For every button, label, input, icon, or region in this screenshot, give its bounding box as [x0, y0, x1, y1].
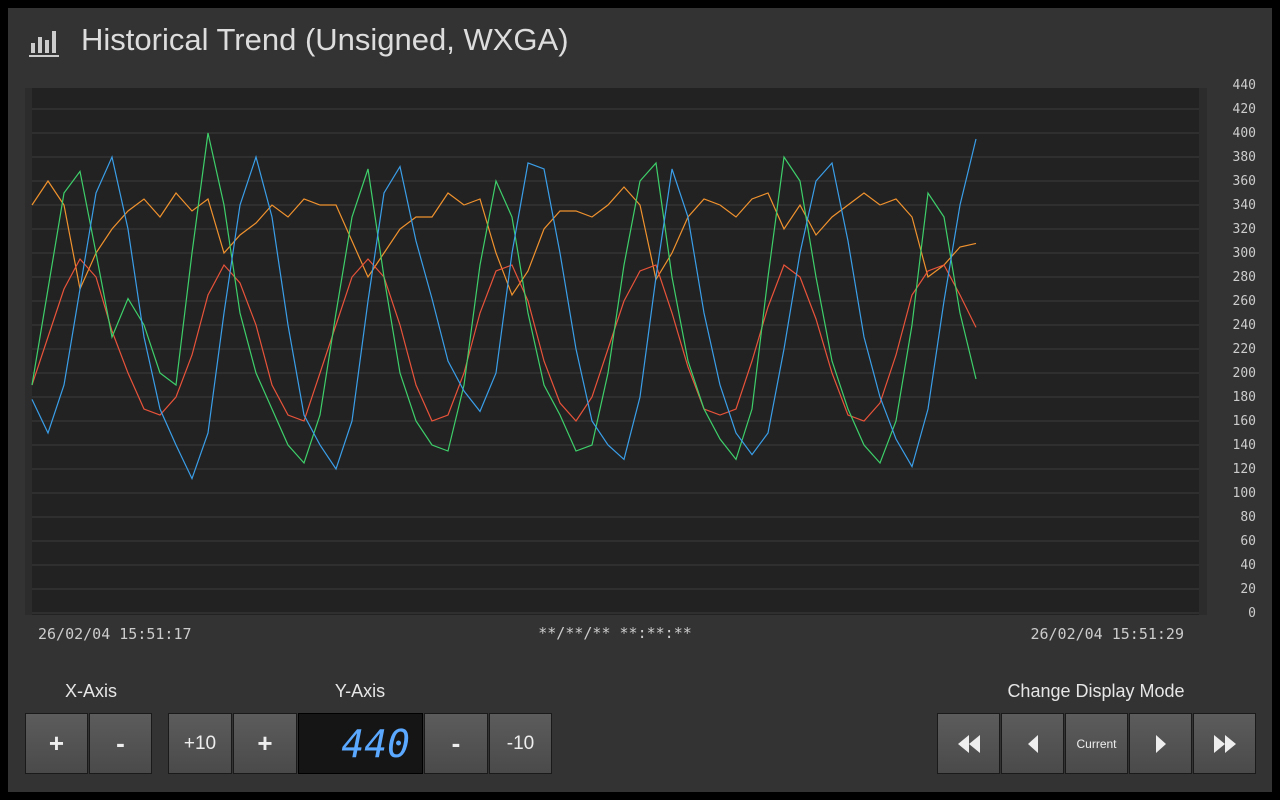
y-tick-label: 240: [1233, 318, 1256, 333]
y-tick-label: 360: [1233, 174, 1256, 189]
y-tick-label: 400: [1233, 126, 1256, 141]
forward-button[interactable]: [1129, 713, 1192, 774]
page-title: Historical Trend (Unsigned, WXGA): [81, 22, 569, 57]
series-line: [31, 138, 977, 481]
y-tick-label: 20: [1240, 582, 1256, 597]
y-tick-label: 340: [1233, 198, 1256, 213]
y-tick-label: 160: [1233, 414, 1256, 429]
right-edge: [1199, 88, 1207, 615]
y-tick-label: 300: [1233, 246, 1256, 261]
y-tick-label: 380: [1233, 150, 1256, 165]
x-start-label: 26/02/04 15:51:17: [38, 625, 192, 643]
x-end-label: 26/02/04 15:51:29: [1030, 625, 1184, 643]
series-line: [31, 257, 977, 422]
x-cursor-label: **/**/** **:**:**: [538, 624, 692, 642]
y-tick-label: 60: [1240, 534, 1256, 549]
back-button[interactable]: [1001, 713, 1064, 774]
y-tick-label: 440: [1233, 78, 1256, 93]
y-tick-label: 200: [1233, 366, 1256, 381]
chart: 0 20 40 60 80 100 120 140 160 180 200 220 240 260 280 3…: [25, 78, 1256, 643]
trend-icon: [29, 31, 59, 57]
y-tick-label: 420: [1233, 102, 1256, 117]
y-tick-label: 0: [1248, 606, 1256, 621]
left-edge: [25, 88, 32, 615]
y-minus10-button[interactable]: -10: [489, 713, 552, 774]
y-tick-label: 220: [1233, 342, 1256, 357]
fast-forward-button[interactable]: [1193, 713, 1256, 774]
y-tick-label: 280: [1233, 270, 1256, 285]
current-button[interactable]: Current: [1065, 713, 1128, 774]
y-tick-label: 100: [1233, 486, 1256, 501]
y-plus10-button[interactable]: +10: [168, 713, 232, 774]
plot-area: [25, 88, 1207, 615]
y-tick-label: 40: [1240, 558, 1256, 573]
y-axis-display: 440: [298, 713, 423, 774]
series-line: [31, 179, 977, 297]
y-axis-label: Y-Axis: [334, 681, 386, 701]
series-line: [31, 132, 977, 465]
fast-back-button[interactable]: [937, 713, 1000, 774]
y-tick-label: 180: [1233, 390, 1256, 405]
y-tick-label: 80: [1240, 510, 1256, 525]
y-tick-label: 120: [1233, 462, 1256, 477]
y-plus-button[interactable]: +: [233, 713, 297, 774]
y-tick-label: 320: [1233, 222, 1256, 237]
display-mode-label: Change Display Mode: [1007, 681, 1185, 701]
y-tick-label: 140: [1233, 438, 1256, 453]
y-tick-label: 260: [1233, 294, 1256, 309]
x-plus-button[interactable]: +: [25, 713, 88, 774]
x-minus-button[interactable]: -: [89, 713, 152, 774]
y-minus-button[interactable]: -: [424, 713, 488, 774]
x-axis-label: X-Axis: [64, 681, 117, 701]
